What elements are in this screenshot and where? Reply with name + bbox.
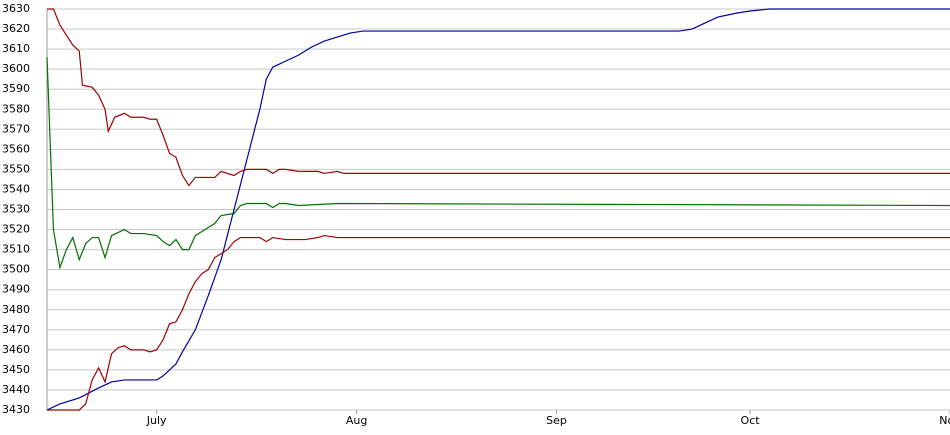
y-tick-label: 3440 <box>2 383 30 396</box>
y-tick-label: 3450 <box>2 363 30 376</box>
y-tick-label: 3560 <box>2 142 30 155</box>
y-tick-label: 3500 <box>2 263 30 276</box>
x-tick-label: Nov <box>939 414 950 427</box>
x-tick-label: Sep <box>546 414 567 427</box>
y-tick-label: 3630 <box>2 2 30 15</box>
y-tick-label: 3460 <box>2 343 30 356</box>
y-tick-label: 3600 <box>2 62 30 75</box>
y-tick-label: 3530 <box>2 203 30 216</box>
x-tick-label: Aug <box>346 414 367 427</box>
y-tick-label: 3480 <box>2 303 30 316</box>
series-line <box>46 57 950 271</box>
y-tick-label: 3490 <box>2 283 30 296</box>
x-tick-label: Oct <box>741 414 761 427</box>
y-tick-label: 3610 <box>2 42 30 55</box>
y-tick-label: 3470 <box>2 323 30 336</box>
y-tick-label: 3430 <box>2 403 30 416</box>
y-tick-label: 3550 <box>2 162 30 175</box>
y-tick-label: 3570 <box>2 122 30 135</box>
series-line <box>47 234 950 411</box>
y-tick-label: 3520 <box>2 223 30 236</box>
y-tick-label: 3510 <box>2 243 30 256</box>
y-tick-label: 3620 <box>2 22 30 35</box>
x-tick-label: July <box>146 414 167 427</box>
y-tick-label: 3590 <box>2 82 30 95</box>
y-tick-label: 3580 <box>2 102 30 115</box>
y-tick-label: 3540 <box>2 182 30 195</box>
series-line <box>46 8 950 411</box>
series-line <box>47 8 950 187</box>
